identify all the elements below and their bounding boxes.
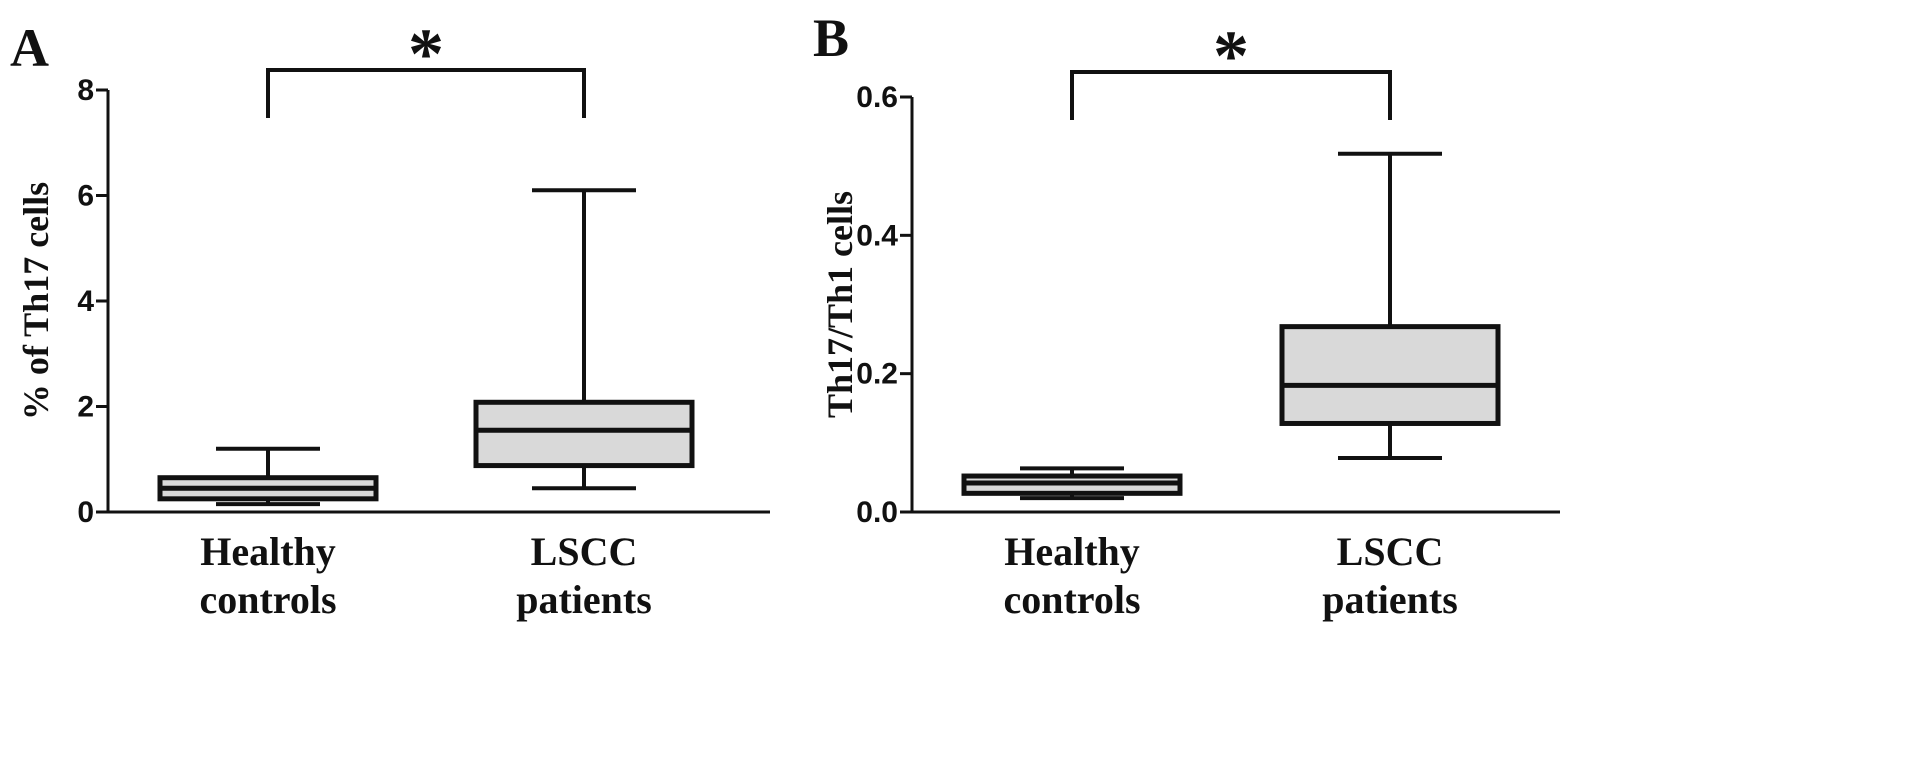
x-category-label: Healthy xyxy=(200,529,336,574)
y-tick-label: 0.0 xyxy=(856,496,898,529)
y-tick-label: 2 xyxy=(77,391,94,424)
significance-star: * xyxy=(1213,16,1249,96)
y-tick-label: 8 xyxy=(77,74,94,107)
y-axis-title: % of Th17 cells xyxy=(16,182,56,420)
iqr-box xyxy=(473,399,695,469)
panel-label: A xyxy=(10,18,49,78)
y-tick-label: 0 xyxy=(77,496,94,529)
y-tick-label: 4 xyxy=(77,285,94,318)
iqr-box xyxy=(1279,324,1501,426)
x-category-label: patients xyxy=(1322,577,1458,622)
box-lscc-patients xyxy=(473,188,695,491)
box-healthy-controls xyxy=(961,466,1183,501)
x-category-label: LSCC xyxy=(531,529,638,574)
box-lscc-patients xyxy=(1279,151,1501,461)
panel-b-chart: B 0.0 0.2 0.4 0.6 Th17/Th1 cells Healthycontro… xyxy=(813,8,1560,622)
y-tick-label: 0.6 xyxy=(856,81,898,114)
y-axis-title: Th17/Th1 cells xyxy=(820,191,860,418)
panel-label: B xyxy=(813,8,849,68)
x-category-label: controls xyxy=(199,577,336,622)
significance-bracket xyxy=(266,68,586,118)
y-tick-label: 0.4 xyxy=(856,219,898,252)
x-category-label: LSCC xyxy=(1337,529,1444,574)
x-category-label: controls xyxy=(1003,577,1140,622)
significance-star: * xyxy=(408,14,444,94)
x-category-label: Healthy xyxy=(1004,529,1140,574)
box-healthy-controls xyxy=(157,446,379,507)
x-category-label: patients xyxy=(516,577,652,622)
y-tick-label: 6 xyxy=(77,180,94,213)
y-tick-label: 0.2 xyxy=(856,358,898,391)
significance-bracket xyxy=(1070,70,1392,120)
